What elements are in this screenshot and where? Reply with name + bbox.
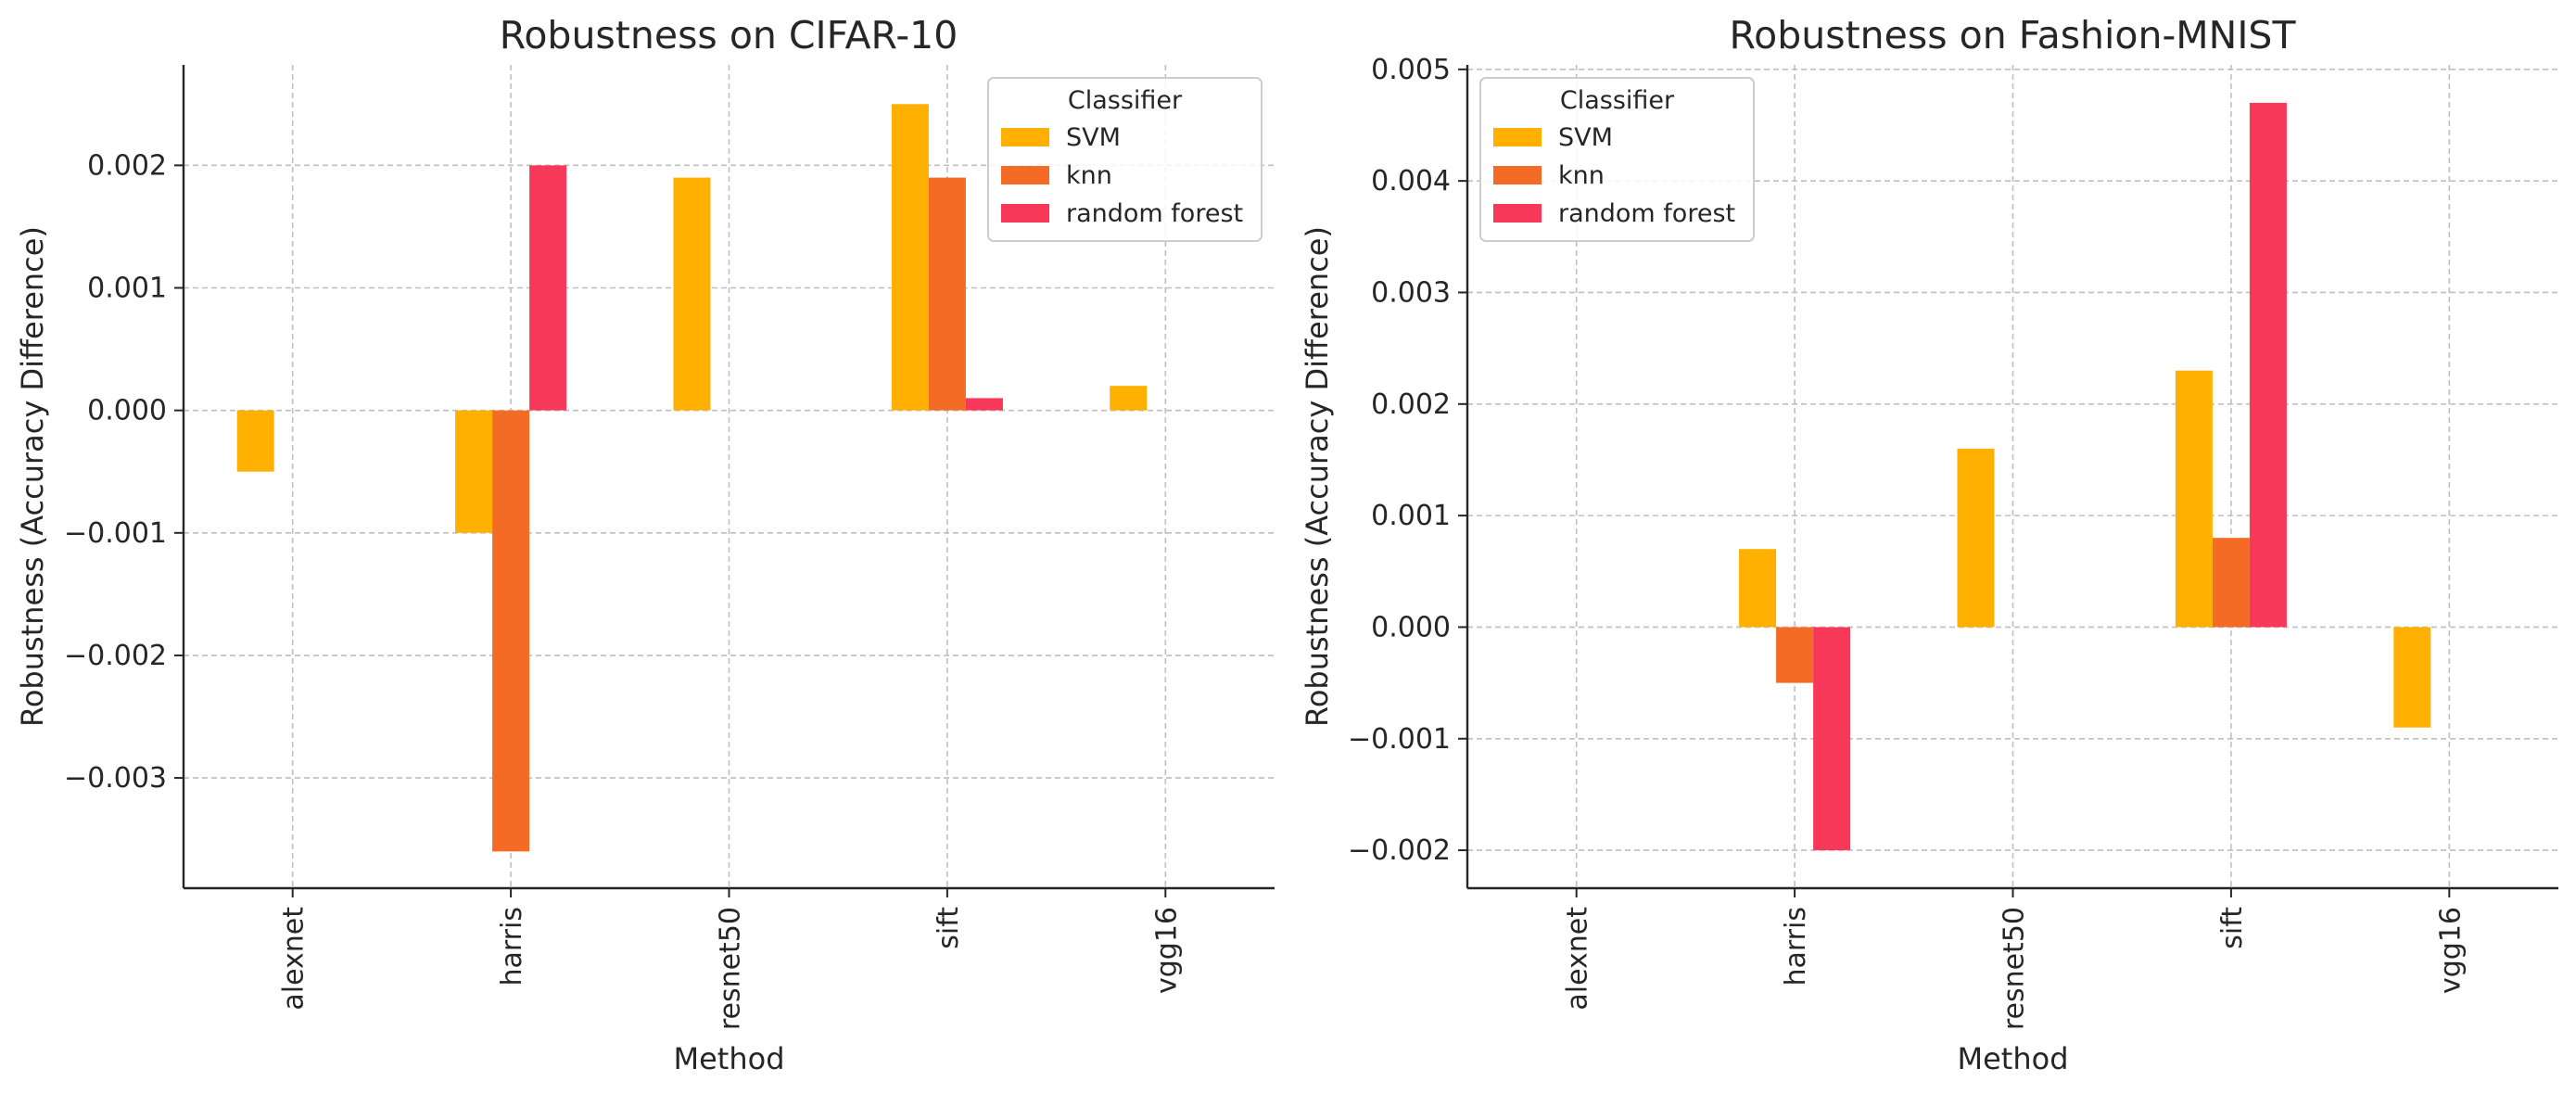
y-ticks: −0.002 −0.001 0.000 0.001 0.002 0.003 0.004 0.0… bbox=[1348, 54, 1467, 867]
bar-knn-sift bbox=[2212, 538, 2250, 628]
legend-label-knn: knn bbox=[1558, 161, 1605, 190]
bar-svm-alexnet bbox=[236, 410, 274, 472]
chart-title: Robustness on Fashion-MNIST bbox=[1730, 13, 2297, 57]
legend-title: Classifier bbox=[1560, 86, 1675, 115]
bar-svm-resnet50 bbox=[673, 177, 711, 411]
bar-svm-harris bbox=[1739, 549, 1777, 628]
legend-swatch-svm bbox=[1493, 128, 1542, 146]
y-tick-label: −0.001 bbox=[64, 517, 167, 550]
bar-knn-harris bbox=[492, 410, 530, 852]
legend-label-svm: SVM bbox=[1558, 123, 1613, 152]
x-tick-label-sift: sift bbox=[933, 907, 965, 949]
bar-knn-harris bbox=[1776, 627, 1814, 683]
bar-knn-sift bbox=[928, 177, 966, 411]
y-tick-label: 0.004 bbox=[1371, 165, 1451, 197]
chart-title: Robustness on CIFAR-10 bbox=[500, 13, 958, 57]
y-tick-label: 0.001 bbox=[87, 273, 167, 305]
bar-random-forest-harris bbox=[529, 165, 567, 411]
bar-random-forest-sift bbox=[965, 398, 1003, 411]
legend-label-random-forest: random forest bbox=[1066, 199, 1243, 228]
y-tick-label: 0.003 bbox=[1371, 276, 1451, 309]
legend: Classifier SVM knn random forest bbox=[987, 77, 1263, 242]
y-ticks: −0.003 −0.002 −0.001 0.000 0.001 0.002 bbox=[64, 149, 184, 795]
bar-svm-harris bbox=[455, 410, 493, 533]
legend-label-svm: SVM bbox=[1066, 123, 1121, 152]
legend-swatch-random-forest bbox=[1493, 204, 1542, 223]
y-tick-label: 0.002 bbox=[1371, 388, 1451, 421]
x-ticks: alexnet harris resnet50 sift vgg16 bbox=[278, 888, 1183, 1030]
legend-swatch-random-forest bbox=[1001, 204, 1049, 223]
bar-svm-vgg16 bbox=[2393, 627, 2431, 728]
legend-box bbox=[1479, 77, 1755, 242]
legend-label-knn: knn bbox=[1066, 161, 1112, 190]
grid bbox=[1467, 65, 2558, 888]
bar-svm-resnet50 bbox=[1957, 448, 1995, 628]
x-tick-label-resnet50: resnet50 bbox=[715, 907, 747, 1030]
y-tick-label: 0.000 bbox=[1371, 611, 1451, 643]
chart-cifar10: −0.003 −0.002 −0.001 0.000 0.001 0.002 alexnet… bbox=[15, 13, 1275, 1076]
y-tick-label: −0.002 bbox=[1348, 834, 1451, 867]
y-tick-label: 0.001 bbox=[1371, 500, 1451, 532]
y-axis-label: Robustness (Accuracy Difference) bbox=[1300, 226, 1335, 727]
x-axis-label: Method bbox=[1957, 1041, 2068, 1076]
y-tick-label: −0.002 bbox=[64, 640, 167, 672]
y-tick-label: 0.002 bbox=[87, 149, 167, 182]
x-ticks: alexnet harris resnet50 sift vgg16 bbox=[1562, 888, 2467, 1030]
x-tick-label-alexnet: alexnet bbox=[278, 907, 311, 1011]
y-tick-label: 0.005 bbox=[1371, 54, 1451, 86]
legend: Classifier SVM knn random forest bbox=[1479, 77, 1755, 242]
bar-random-forest-sift bbox=[2249, 102, 2287, 628]
x-tick-label-alexnet: alexnet bbox=[1562, 907, 1594, 1011]
x-tick-label-resnet50: resnet50 bbox=[1999, 907, 2031, 1030]
bar-svm-vgg16 bbox=[1110, 386, 1148, 411]
bars bbox=[1739, 102, 2431, 851]
chart-fashion-mnist: −0.002 −0.001 0.000 0.001 0.002 0.003 0.004 0.0… bbox=[1300, 13, 2558, 1076]
legend-title: Classifier bbox=[1068, 86, 1183, 115]
x-tick-label-harris: harris bbox=[496, 907, 528, 986]
legend-label-random-forest: random forest bbox=[1558, 199, 1735, 228]
y-tick-label: −0.001 bbox=[1348, 723, 1451, 756]
bars bbox=[236, 104, 1148, 852]
legend-swatch-svm bbox=[1001, 128, 1049, 146]
x-axis-label: Method bbox=[673, 1041, 784, 1076]
bar-svm-sift bbox=[2175, 370, 2213, 628]
legend-swatch-knn bbox=[1001, 166, 1049, 184]
bar-svm-sift bbox=[891, 104, 929, 411]
y-tick-label: 0.000 bbox=[87, 395, 167, 427]
x-tick-label-harris: harris bbox=[1780, 907, 1812, 986]
y-axis-label: Robustness (Accuracy Difference) bbox=[15, 226, 50, 727]
bar-random-forest-harris bbox=[1813, 627, 1851, 851]
legend-box bbox=[987, 77, 1263, 242]
x-tick-label-vgg16: vgg16 bbox=[2434, 907, 2467, 994]
x-tick-label-vgg16: vgg16 bbox=[1150, 907, 1183, 994]
y-tick-label: −0.003 bbox=[64, 762, 167, 795]
legend-swatch-knn bbox=[1493, 166, 1542, 184]
x-tick-label-sift: sift bbox=[2216, 907, 2249, 949]
